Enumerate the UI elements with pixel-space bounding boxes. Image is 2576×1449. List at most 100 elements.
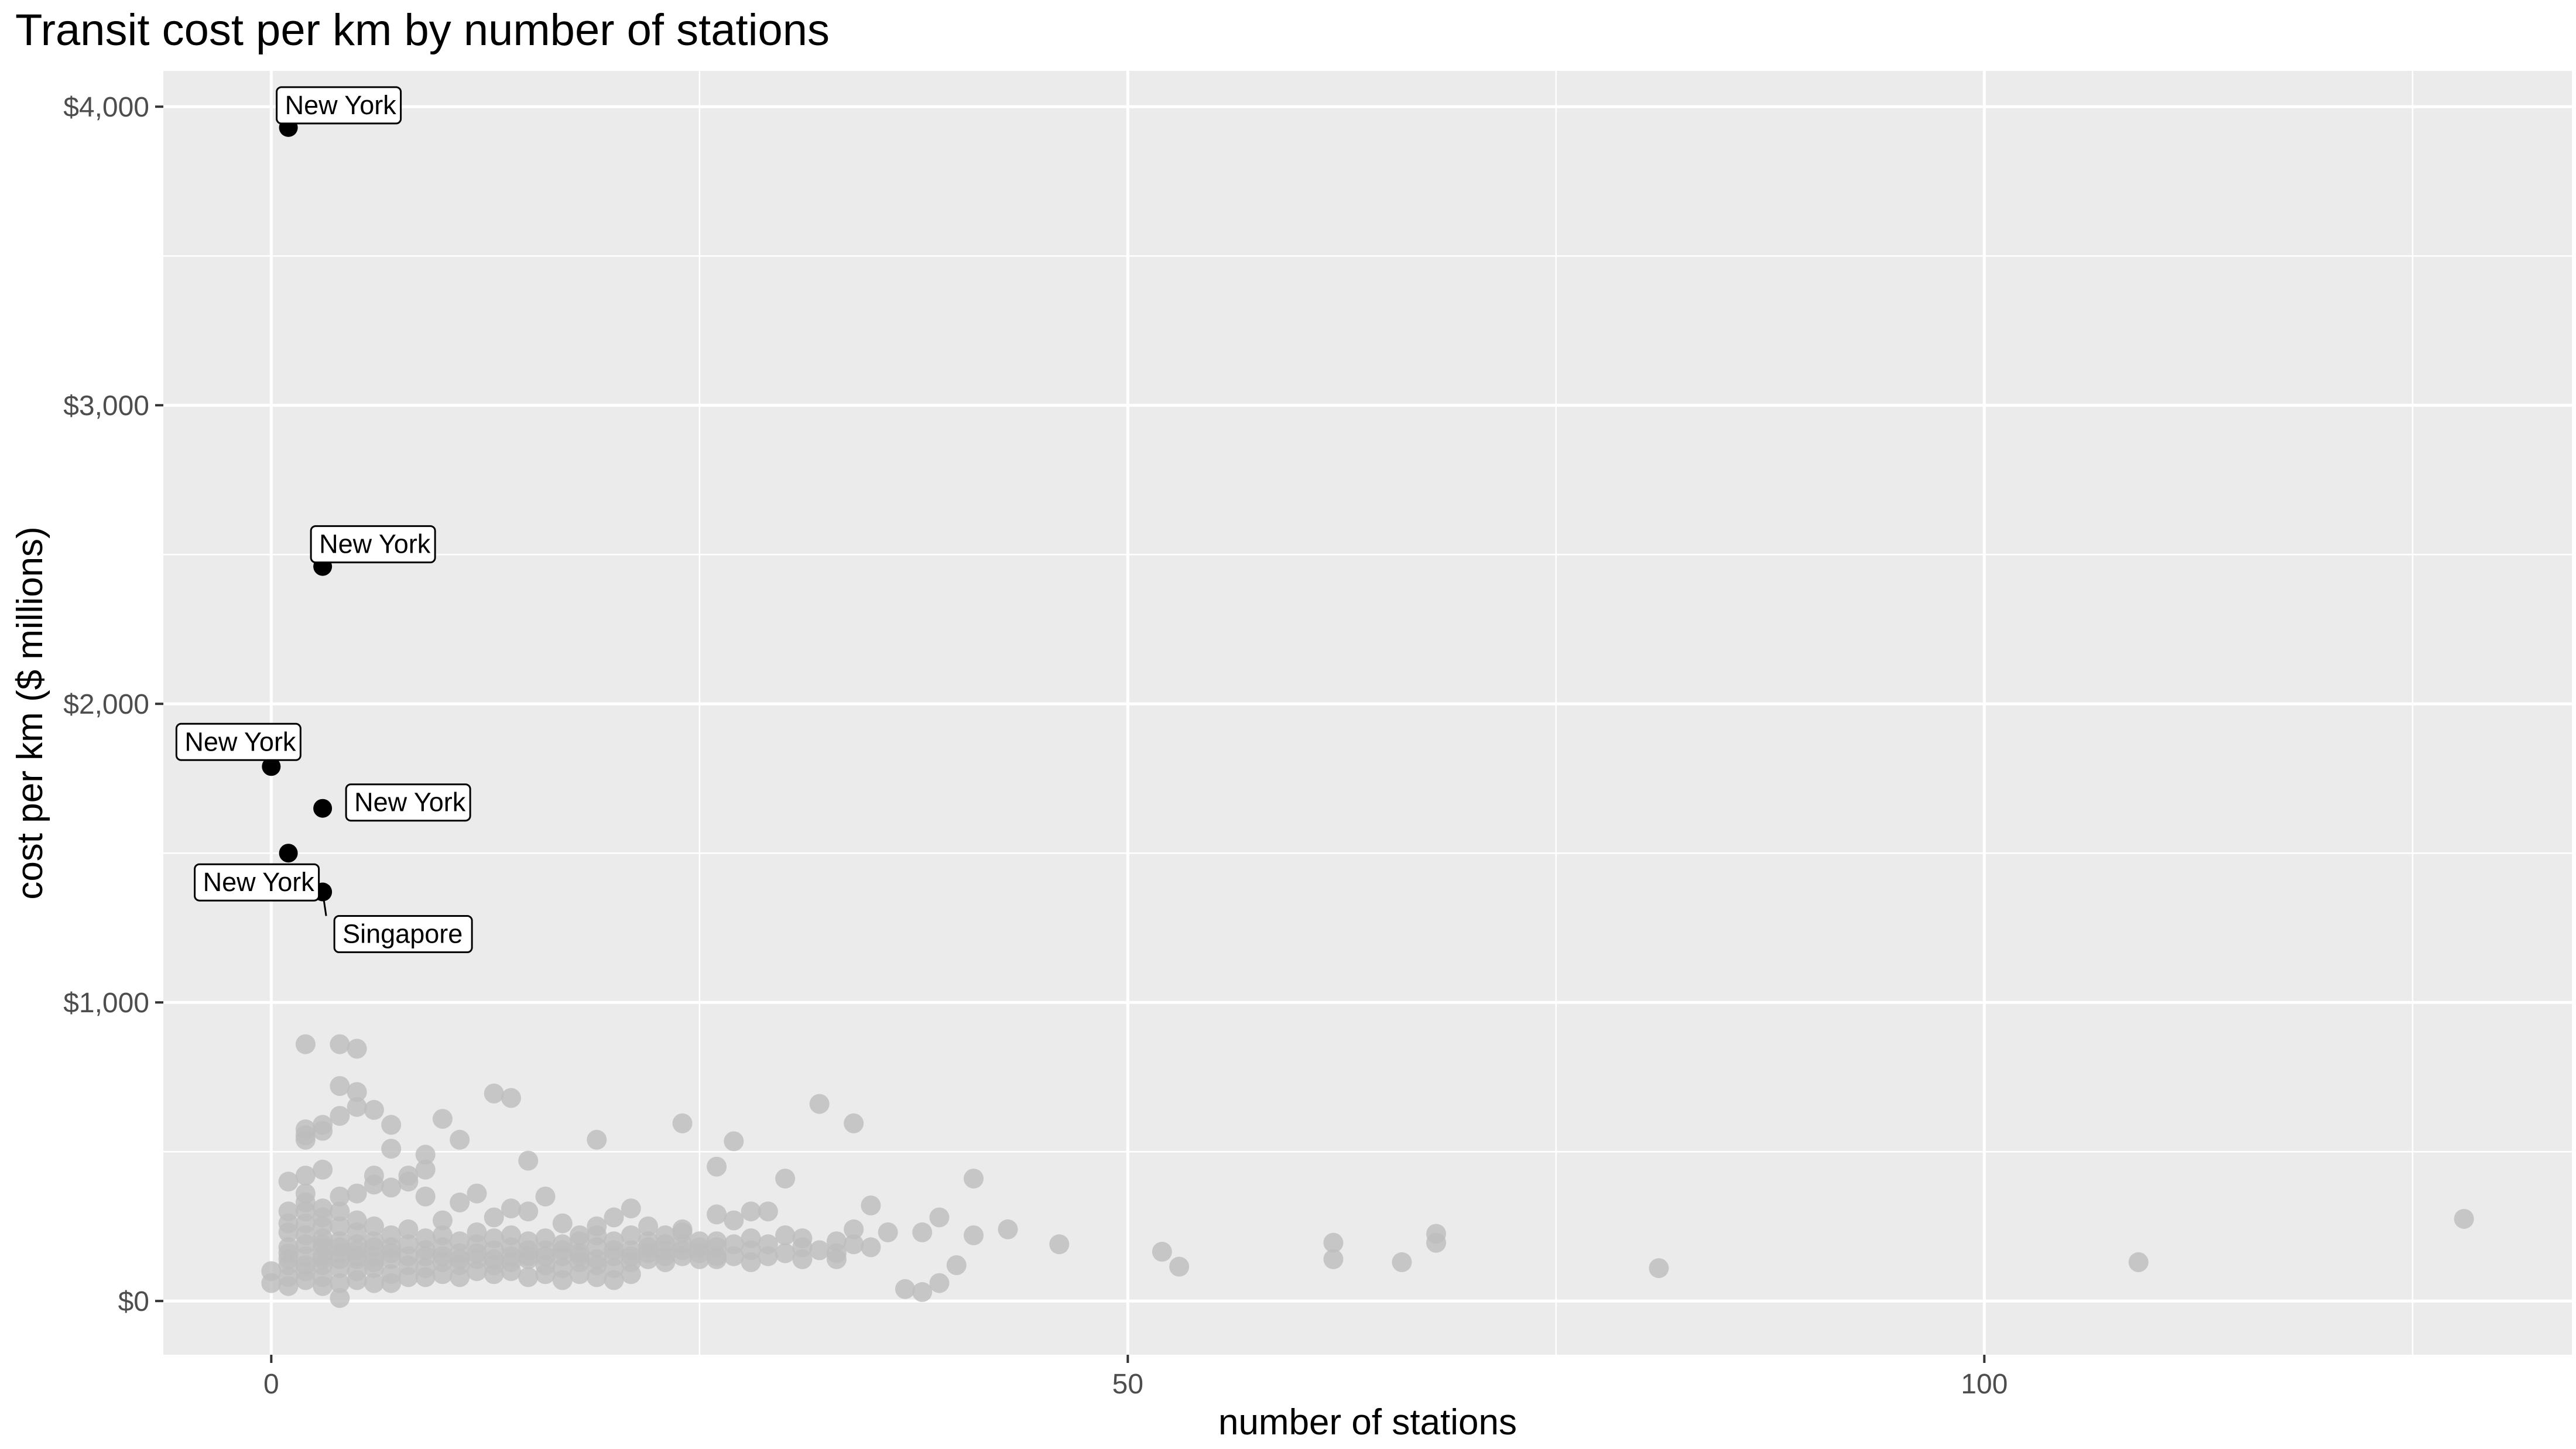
data-point bbox=[364, 1099, 384, 1120]
data-point bbox=[552, 1213, 573, 1234]
plot-panel bbox=[163, 71, 2572, 1355]
data-point bbox=[604, 1270, 624, 1290]
y-tick-label: $2,000 bbox=[63, 689, 149, 720]
data-point bbox=[535, 1186, 556, 1207]
point-label-box bbox=[333, 915, 473, 953]
data-point bbox=[278, 1222, 299, 1242]
data-point bbox=[518, 1240, 539, 1260]
data-point bbox=[364, 1252, 384, 1272]
x-tick-label: 0 bbox=[263, 1369, 279, 1400]
data-point bbox=[552, 1270, 573, 1290]
data-point bbox=[844, 1113, 864, 1133]
data-point bbox=[689, 1249, 710, 1269]
data-point bbox=[415, 1246, 436, 1266]
data-point bbox=[432, 1210, 453, 1231]
data-point bbox=[347, 1039, 367, 1059]
data-point bbox=[861, 1237, 881, 1258]
point-label-box bbox=[276, 86, 402, 125]
data-point bbox=[278, 1171, 299, 1192]
data-point bbox=[415, 1159, 436, 1180]
data-point bbox=[347, 1082, 367, 1102]
data-point bbox=[707, 1156, 727, 1177]
data-point bbox=[278, 1249, 299, 1269]
point-label-box bbox=[175, 722, 302, 761]
data-point bbox=[878, 1222, 898, 1242]
point-label: Singapore bbox=[342, 919, 463, 949]
data-point bbox=[552, 1240, 573, 1260]
data-point bbox=[844, 1234, 864, 1255]
data-point bbox=[895, 1279, 915, 1299]
data-point bbox=[330, 1249, 350, 1269]
data-point bbox=[330, 1273, 350, 1293]
chart-title: Transit cost per km by number of station… bbox=[15, 5, 830, 55]
data-point bbox=[330, 1216, 350, 1236]
data-point bbox=[381, 1139, 402, 1159]
data-point bbox=[912, 1282, 933, 1302]
data-point bbox=[604, 1240, 624, 1260]
data-point bbox=[655, 1225, 676, 1245]
data-point bbox=[364, 1174, 384, 1195]
x-tick-labels: 0 50 100 bbox=[263, 1369, 2008, 1400]
data-point bbox=[1152, 1242, 1172, 1262]
data-point bbox=[724, 1210, 744, 1231]
data-point bbox=[398, 1171, 419, 1192]
data-point bbox=[295, 1270, 316, 1290]
data-point bbox=[621, 1246, 641, 1266]
highlight-point bbox=[279, 844, 298, 863]
data-point bbox=[2454, 1208, 2474, 1229]
data-point bbox=[432, 1264, 453, 1284]
other-points bbox=[261, 1034, 2474, 1308]
data-point bbox=[844, 1219, 864, 1239]
data-point bbox=[501, 1088, 521, 1108]
data-point bbox=[278, 1276, 299, 1296]
data-point bbox=[364, 1216, 384, 1236]
x-tick-label: 50 bbox=[1112, 1369, 1143, 1400]
data-point bbox=[672, 1113, 693, 1133]
data-point bbox=[501, 1246, 521, 1266]
data-point bbox=[672, 1219, 693, 1239]
data-point bbox=[861, 1195, 881, 1215]
y-tick-label: $0 bbox=[118, 1286, 149, 1317]
data-point bbox=[775, 1225, 796, 1245]
data-point bbox=[707, 1246, 727, 1266]
point-label: New York bbox=[184, 727, 296, 756]
x-tick-label: 100 bbox=[1961, 1369, 2008, 1400]
data-point bbox=[570, 1246, 590, 1266]
data-point bbox=[313, 1121, 333, 1141]
data-point bbox=[707, 1204, 727, 1225]
data-point bbox=[261, 1273, 282, 1293]
data-point bbox=[364, 1273, 384, 1293]
data-point bbox=[809, 1240, 830, 1260]
data-point bbox=[587, 1249, 607, 1269]
data-point bbox=[672, 1240, 693, 1260]
data-point bbox=[398, 1219, 419, 1239]
data-point bbox=[2128, 1252, 2149, 1272]
data-point bbox=[501, 1261, 521, 1282]
data-point bbox=[964, 1169, 984, 1189]
grid-major bbox=[163, 71, 2572, 1355]
data-point bbox=[1649, 1258, 1669, 1279]
data-point bbox=[432, 1109, 453, 1129]
data-point bbox=[964, 1225, 984, 1245]
data-point bbox=[929, 1273, 950, 1293]
data-point bbox=[724, 1246, 744, 1266]
point-label-box bbox=[345, 783, 471, 822]
data-point bbox=[518, 1201, 539, 1222]
y-tick-label: $4,000 bbox=[63, 92, 149, 123]
data-point bbox=[330, 1201, 350, 1222]
data-point bbox=[381, 1115, 402, 1135]
data-point bbox=[432, 1246, 453, 1266]
data-point bbox=[450, 1249, 470, 1269]
data-point bbox=[347, 1270, 367, 1290]
data-point bbox=[638, 1237, 659, 1258]
point-label-box bbox=[310, 525, 436, 564]
data-point bbox=[313, 1276, 333, 1296]
data-point bbox=[347, 1183, 367, 1204]
data-point bbox=[364, 1237, 384, 1258]
data-point bbox=[381, 1273, 402, 1293]
data-point bbox=[1323, 1249, 1344, 1269]
data-point bbox=[570, 1264, 590, 1284]
data-point bbox=[1049, 1234, 1070, 1255]
data-point bbox=[587, 1267, 607, 1287]
data-point bbox=[313, 1159, 333, 1180]
